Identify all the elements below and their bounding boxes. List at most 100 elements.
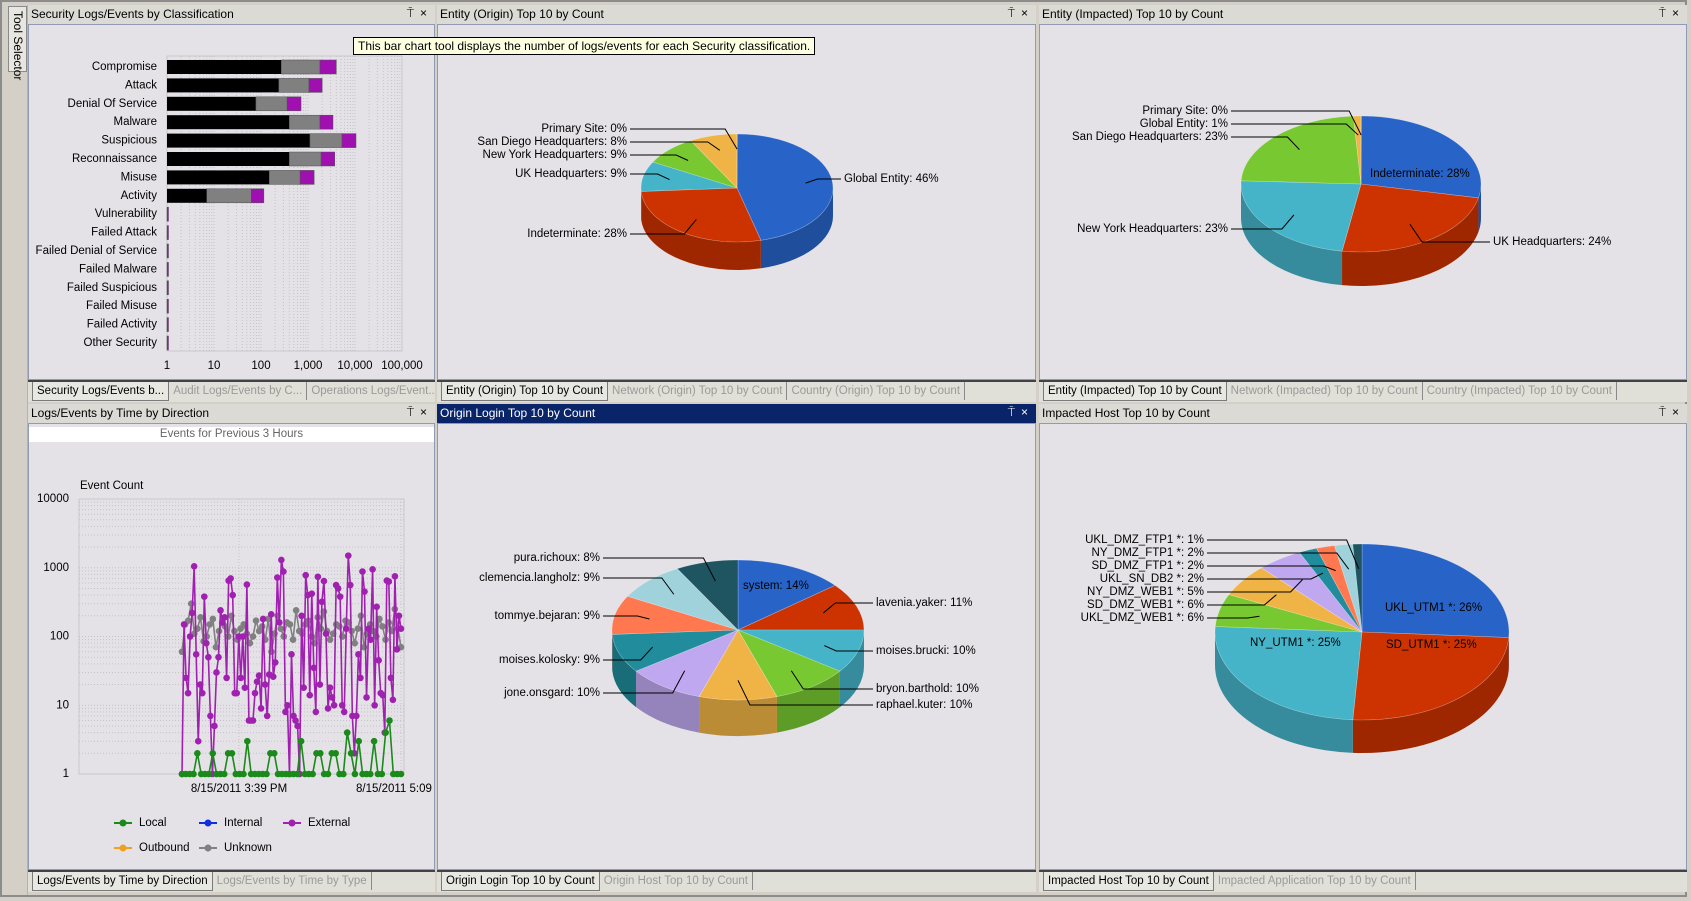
- data-point[interactable]: [180, 621, 188, 628]
- data-point[interactable]: [292, 607, 300, 614]
- pin-icon[interactable]: ⍑: [1007, 405, 1015, 419]
- pin-icon[interactable]: ⍑: [406, 405, 414, 419]
- data-point[interactable]: [332, 750, 339, 757]
- bar-segment[interactable]: [255, 96, 288, 112]
- data-point[interactable]: [318, 598, 326, 606]
- bar-segment[interactable]: [167, 78, 279, 93]
- data-point[interactable]: [255, 672, 263, 679]
- close-icon[interactable]: ×: [419, 6, 427, 20]
- data-point[interactable]: [263, 770, 270, 778]
- close-icon[interactable]: ×: [1671, 6, 1679, 20]
- data-point[interactable]: [182, 674, 190, 682]
- data-point[interactable]: [198, 689, 206, 697]
- bar-segment[interactable]: [167, 152, 290, 166]
- data-point[interactable]: [231, 627, 238, 635]
- pie-slice[interactable]: [676, 559, 739, 631]
- tab[interactable]: Logs/Events by Time by Type: [213, 872, 372, 890]
- data-point[interactable]: [334, 585, 342, 592]
- pane-title-security[interactable]: Security Logs/Events by Classification ⍑ ×: [28, 5, 435, 24]
- pin-icon[interactable]: ⍑: [1658, 6, 1666, 20]
- data-point[interactable]: [284, 701, 291, 709]
- tab[interactable]: Network (Origin) Top 10 by Count: [608, 382, 788, 400]
- data-point[interactable]: [227, 575, 234, 582]
- pane-title-impacted_host[interactable]: Impacted Host Top 10 by Count ⍑ ×: [1039, 404, 1687, 423]
- data-point[interactable]: [253, 678, 261, 686]
- bar-segment[interactable]: [167, 170, 270, 185]
- bar-segment[interactable]: [166, 225, 169, 240]
- pie-slice[interactable]: [640, 161, 738, 192]
- data-point[interactable]: [386, 717, 393, 724]
- data-point[interactable]: [190, 770, 197, 778]
- data-point[interactable]: [357, 674, 364, 682]
- tab[interactable]: Entity (Origin) Top 10 by Count: [441, 382, 609, 401]
- data-point[interactable]: [278, 556, 285, 564]
- pie-slice[interactable]: [1260, 552, 1363, 633]
- pie-slice[interactable]: [1214, 626, 1363, 721]
- data-point[interactable]: [186, 633, 194, 640]
- tab[interactable]: Impacted Host Top 10 by Count: [1043, 872, 1214, 891]
- data-point[interactable]: [289, 636, 297, 643]
- data-point[interactable]: [209, 750, 217, 757]
- data-point[interactable]: [239, 633, 247, 640]
- data-point[interactable]: [371, 701, 378, 709]
- data-point[interactable]: [336, 593, 344, 600]
- data-point[interactable]: [217, 607, 224, 614]
- data-point[interactable]: [324, 770, 332, 778]
- bar-segment[interactable]: [289, 114, 321, 130]
- data-point[interactable]: [355, 737, 363, 745]
- bar-segment[interactable]: [167, 96, 256, 111]
- data-point[interactable]: [215, 653, 222, 661]
- pie-slice[interactable]: [640, 187, 762, 243]
- data-point[interactable]: [365, 625, 372, 632]
- data-point[interactable]: [223, 674, 230, 682]
- data-point[interactable]: [353, 712, 360, 720]
- data-point[interactable]: [338, 701, 346, 709]
- bar-segment[interactable]: [167, 115, 290, 130]
- pie-slice[interactable]: [1240, 180, 1362, 252]
- pie-slice[interactable]: [698, 629, 778, 701]
- data-point[interactable]: [379, 623, 386, 630]
- data-point[interactable]: [375, 657, 382, 664]
- data-point[interactable]: [393, 646, 401, 653]
- pane-title-entity_origin[interactable]: Entity (Origin) Top 10 by Count ⍑ ×: [437, 5, 1036, 24]
- data-point[interactable]: [378, 770, 386, 778]
- data-point[interactable]: [382, 729, 389, 736]
- pie-slice[interactable]: [611, 629, 739, 672]
- bar-segment[interactable]: [341, 133, 357, 148]
- data-point[interactable]: [184, 689, 192, 697]
- pie-slice[interactable]: [1228, 567, 1363, 633]
- bar-segment[interactable]: [320, 151, 335, 167]
- pie-slice[interactable]: [1352, 543, 1363, 633]
- data-point[interactable]: [293, 770, 301, 778]
- data-point[interactable]: [330, 701, 338, 709]
- bar-segment[interactable]: [167, 188, 207, 203]
- data-point[interactable]: [190, 562, 198, 570]
- data-point[interactable]: [391, 573, 399, 580]
- pane-title-origin_login[interactable]: Origin Login Top 10 by Count ⍑ ×: [437, 404, 1036, 423]
- tab[interactable]: Origin Login Top 10 by Count: [441, 872, 600, 891]
- data-point[interactable]: [259, 615, 267, 623]
- data-point[interactable]: [354, 625, 362, 632]
- data-point[interactable]: [297, 737, 305, 745]
- data-point[interactable]: [203, 639, 210, 647]
- pie-slice[interactable]: [737, 629, 865, 672]
- data-point[interactable]: [340, 708, 348, 716]
- pie-slice[interactable]: [1214, 594, 1363, 633]
- data-point[interactable]: [192, 651, 200, 658]
- data-point[interactable]: [342, 625, 350, 632]
- bar-segment[interactable]: [269, 170, 301, 185]
- bar-segment[interactable]: [167, 133, 310, 148]
- data-point[interactable]: [326, 684, 334, 691]
- data-point[interactable]: [302, 571, 309, 579]
- data-point[interactable]: [366, 770, 374, 778]
- pane-title-entity_impacted[interactable]: Entity (Impacted) Top 10 by Count ⍑ ×: [1039, 5, 1687, 24]
- data-point[interactable]: [340, 770, 347, 778]
- data-point[interactable]: [274, 574, 281, 581]
- data-point[interactable]: [336, 623, 343, 630]
- data-point[interactable]: [308, 590, 316, 597]
- data-point[interactable]: [343, 729, 351, 736]
- data-point[interactable]: [306, 691, 314, 699]
- data-point[interactable]: [370, 737, 378, 745]
- data-point[interactable]: [263, 712, 271, 720]
- data-point[interactable]: [294, 722, 301, 730]
